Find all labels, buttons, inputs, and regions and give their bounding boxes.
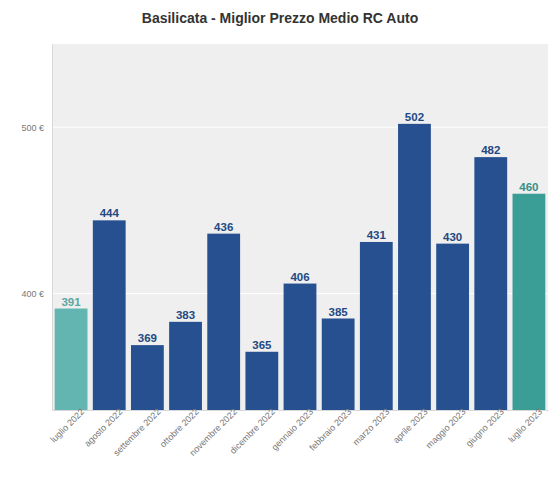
data-label: 502 [405, 111, 424, 123]
x-tick: dicembre 2022 [228, 407, 277, 456]
data-label: 369 [138, 332, 157, 344]
chart: Basilicata - Miglior Prezzo Medio RC Aut… [0, 0, 560, 497]
x-tick-label: marzo 2023 [351, 407, 392, 448]
bar [436, 244, 469, 410]
x-tick-label: febbraio 2023 [307, 407, 353, 453]
bar [245, 352, 278, 410]
bar [513, 194, 546, 410]
bars [55, 124, 546, 410]
y-axis: 400 € 500 € [21, 45, 52, 411]
data-label: 444 [100, 207, 120, 219]
data-label: 436 [214, 221, 233, 233]
data-label: 383 [176, 309, 195, 321]
data-label: 365 [252, 339, 272, 351]
bar [93, 220, 126, 410]
data-label: 460 [519, 181, 538, 193]
data-labels: 391 444 369 383 436 365 406 385 431 502 430 482 460 [61, 111, 538, 351]
data-label: 431 [367, 229, 387, 241]
y-axis-line [52, 45, 53, 411]
x-tick-label: maggio 2023 [424, 407, 468, 451]
title: Basilicata - Miglior Prezzo Medio RC Aut… [142, 10, 418, 26]
data-label: 391 [61, 296, 81, 308]
bar [398, 124, 431, 410]
x-tick-label: giugno 2023 [464, 407, 506, 449]
plot: 400 € 500 € luglio 2022agosto 2022settembr… [21, 44, 548, 458]
data-label: 482 [481, 144, 500, 156]
x-tick-label: settembre 2022 [111, 407, 162, 458]
x-tick-label: aprile 2023 [391, 407, 430, 446]
y-tick: 400 € [21, 289, 52, 299]
x-tick: settembre 2022 [111, 407, 162, 458]
x-tick: febbraio 2023 [307, 407, 353, 453]
data-label: 406 [290, 271, 309, 283]
bar [131, 345, 164, 410]
x-tick: maggio 2023 [424, 407, 468, 451]
bar [207, 234, 240, 410]
x-tick-label: dicembre 2022 [228, 407, 277, 456]
x-tick-label: agosto 2022 [82, 407, 124, 449]
y-tick-label: 400 € [21, 289, 44, 299]
data-label: 385 [329, 306, 349, 318]
bar [322, 319, 355, 411]
bar [474, 157, 507, 410]
x-tick: giugno 2023 [464, 407, 506, 449]
x-tick: aprile 2023 [391, 407, 430, 446]
x-tick: luglio 2022 [48, 407, 86, 445]
x-tick: marzo 2023 [351, 407, 392, 448]
bar [169, 322, 202, 410]
grid-line [52, 127, 548, 128]
x-axis: luglio 2022agosto 2022settembre 2022otto… [48, 407, 548, 458]
x-tick-label: luglio 2022 [48, 407, 86, 445]
bar [55, 309, 88, 410]
grid [52, 127, 548, 293]
bar [284, 284, 317, 410]
x-tick-label: luglio 2023 [506, 407, 544, 445]
bar [360, 242, 393, 410]
y-tick-label: 500 € [21, 123, 44, 133]
x-axis-line [53, 410, 549, 411]
x-tick: luglio 2023 [506, 407, 544, 445]
plot-background [52, 44, 548, 410]
y-tick: 500 € [21, 123, 52, 133]
x-tick: agosto 2022 [82, 407, 124, 449]
data-label: 430 [443, 231, 462, 243]
